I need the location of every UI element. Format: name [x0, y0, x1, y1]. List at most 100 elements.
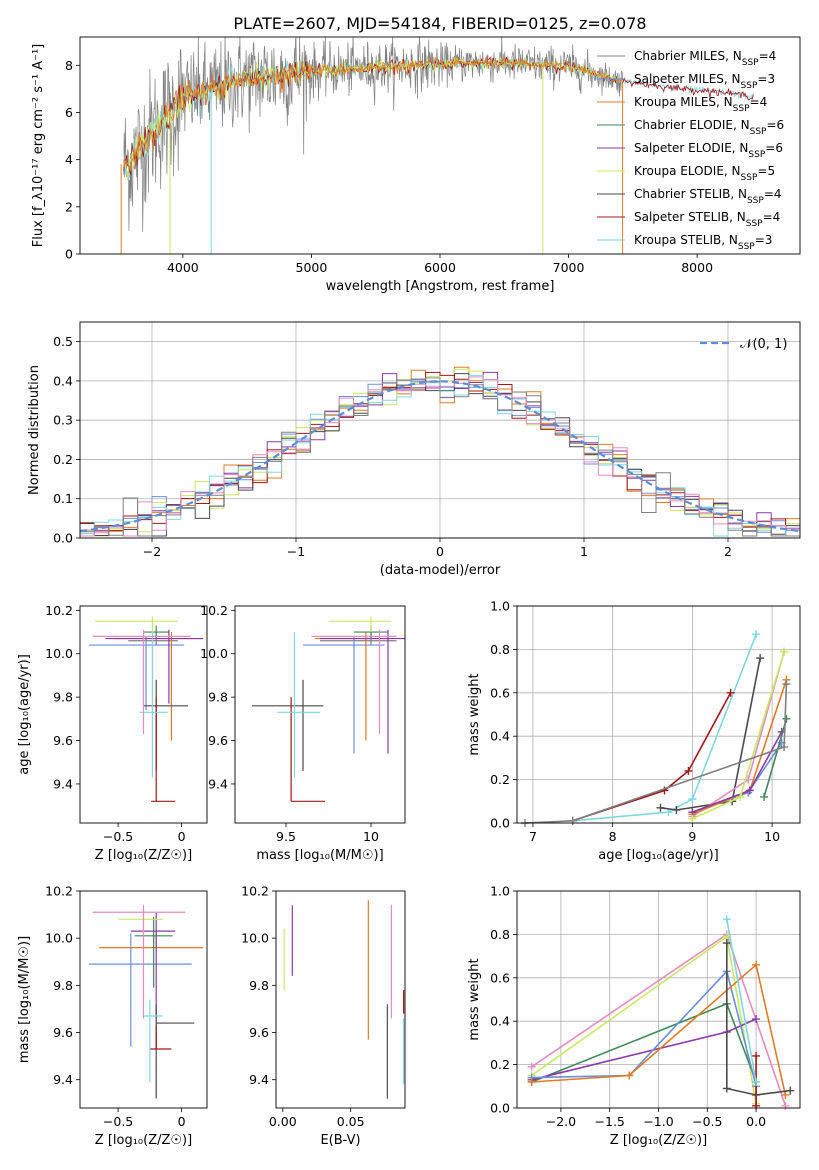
legend-label: Salpeter MILES, NSSP=3 [634, 72, 775, 91]
y-tick-label: 9.4 [208, 776, 228, 791]
axes-frame [79, 36, 801, 255]
y-tick-label: 0.6 [490, 685, 510, 700]
y-tick-label: 0.0 [490, 1101, 510, 1116]
x-axis-label: mass [log₁₀(M/M☉)] [256, 848, 383, 863]
x-tick-label: −0.5 [103, 1114, 133, 1129]
weight-series [531, 969, 757, 1087]
y-axis-label: mass weight [467, 958, 482, 1040]
legend-label: Chabrier ELODIE, NSSP=6 [634, 118, 784, 137]
x-tick-label: 10 [363, 829, 379, 844]
weight-marker [688, 795, 697, 804]
y-tick-label: 0.8 [490, 642, 510, 657]
weight-series [531, 1002, 757, 1083]
weight-series [692, 731, 783, 813]
spectrum-model-line [123, 56, 754, 176]
x-tick-label: 9.5 [276, 829, 296, 844]
x-tick-label: −1 [287, 544, 305, 559]
normal-curve [79, 380, 801, 533]
chart-mass-vs-EBV: 0.00 0.05 9.4 9.6 9.8 10.0 10.2 E(B-V) [241, 884, 406, 1148]
weight-marker [786, 1086, 795, 1095]
x-tick-label: 0 [178, 1114, 186, 1129]
y-tick-label: 10.0 [200, 646, 228, 661]
x-tick-label: 0.0 [746, 1114, 766, 1129]
y-tick-label: 0.8 [490, 927, 510, 942]
legend-label: Chabrier STELIB, NSSP=4 [634, 187, 782, 206]
x-tick-label: 9 [688, 829, 696, 844]
y-tick-label: 10.0 [45, 931, 73, 946]
weight-marker [782, 714, 791, 723]
weight-marker [781, 1090, 790, 1099]
weight-marker [726, 688, 735, 697]
x-tick-label: 4000 [167, 260, 199, 275]
y-tick-label: 2 [65, 199, 73, 214]
y-tick-label: 0.4 [490, 1014, 510, 1029]
weight-marker [752, 1077, 761, 1086]
weight-marker [722, 939, 731, 948]
weight-series [660, 657, 761, 811]
weight-marker [752, 1051, 761, 1060]
axes-frame [516, 890, 801, 1109]
y-axis-label: Normed distribution [27, 365, 42, 495]
x-tick-label: 5000 [296, 260, 328, 275]
weight-marker [752, 960, 761, 969]
y-tick-label: 10.2 [241, 884, 269, 899]
y-tick-label: 9.6 [249, 1025, 269, 1040]
y-tick-label: 0.3 [53, 413, 73, 428]
chart-age-vs-Z: −0.5 0 9.4 9.6 9.8 10.0 10.2 Z [log₁₀(Z/Z☉)] age… [17, 603, 208, 863]
chart-weight-vs-age: 7 8 9 10 0.0 0.2 0.4 0.6 0.8 1.0 age [log₁₀(age/yr… [467, 599, 801, 863]
weight-marker [672, 805, 681, 814]
weight-series [725, 943, 791, 1096]
weight-series [531, 963, 787, 1096]
axes-frame [79, 890, 208, 1109]
figure-title: PLATE=2607, MJD=54184, FIBERID=0125, z=0… [233, 14, 646, 33]
x-tick-label: 10 [764, 829, 780, 844]
y-tick-label: 9.6 [53, 1025, 73, 1040]
y-tick-label: 0.4 [490, 729, 510, 744]
x-tick-label: −1.5 [595, 1114, 625, 1129]
x-tick-label: 7000 [553, 260, 585, 275]
weight-series [572, 633, 757, 822]
weight-marker [745, 786, 754, 795]
chart-residuals: −2 −1 0 1 2 0.0 0.1 0.2 0.3 0.4 0.5 (data-model)/er… [27, 321, 801, 578]
weight-series [524, 684, 788, 824]
weight-series [763, 718, 788, 798]
weight-marker [752, 1101, 761, 1110]
legend-label: Salpeter STELIB, NSSP=4 [634, 210, 780, 229]
y-tick-label: 0.5 [53, 334, 73, 349]
chart-weight-vs-Z: −2.0 −1.5 −1.0 −0.5 0.0 0.0 0.2 0.4 0.6 0.8 1.0 Z [… [467, 884, 801, 1148]
x-axis-label: (data-model)/error [380, 563, 501, 578]
legend-label: Kroupa STELIB, NSSP=3 [634, 233, 772, 252]
weight-marker [722, 1084, 731, 1093]
y-tick-label: 8 [65, 58, 73, 73]
weight-marker [527, 1077, 536, 1086]
weight-marker [760, 792, 769, 801]
y-tick-label: 0.2 [490, 1057, 510, 1072]
weight-marker [736, 792, 745, 801]
chart-age-vs-mass: 9.5 10 9.4 9.6 9.8 10.0 10.2 mass [log₁₀(M/M☉)] [200, 603, 406, 863]
y-tick-label: 0.1 [53, 491, 73, 506]
x-axis-label: Z [log₁₀(Z/Z☉)] [95, 1133, 192, 1148]
x-axis-label: wavelength [Angstrom, rest frame] [326, 279, 555, 294]
y-tick-label: 9.8 [53, 690, 73, 705]
x-tick-label: −0.5 [692, 1114, 722, 1129]
y-tick-label: 4 [65, 152, 73, 167]
y-tick-label: 10.2 [45, 884, 73, 899]
y-tick-label: 9.4 [249, 1072, 269, 1087]
y-tick-label: 10.0 [45, 646, 73, 661]
weight-marker [688, 814, 697, 823]
x-tick-label: −2 [143, 544, 161, 559]
y-tick-label: 0 [65, 247, 73, 262]
y-tick-label: 9.8 [249, 978, 269, 993]
weight-marker [625, 1071, 634, 1080]
weight-marker [656, 803, 665, 812]
y-tick-label: 9.6 [53, 733, 73, 748]
weight-marker [684, 766, 693, 775]
weight-marker [752, 630, 761, 639]
legend-label: Kroupa ELODIE, NSSP=5 [634, 164, 775, 183]
x-tick-label: 8 [609, 829, 617, 844]
x-tick-label: 1 [580, 544, 588, 559]
axes-frame [79, 321, 801, 539]
y-tick-label: 10.2 [45, 603, 73, 618]
weight-series [531, 1018, 757, 1081]
